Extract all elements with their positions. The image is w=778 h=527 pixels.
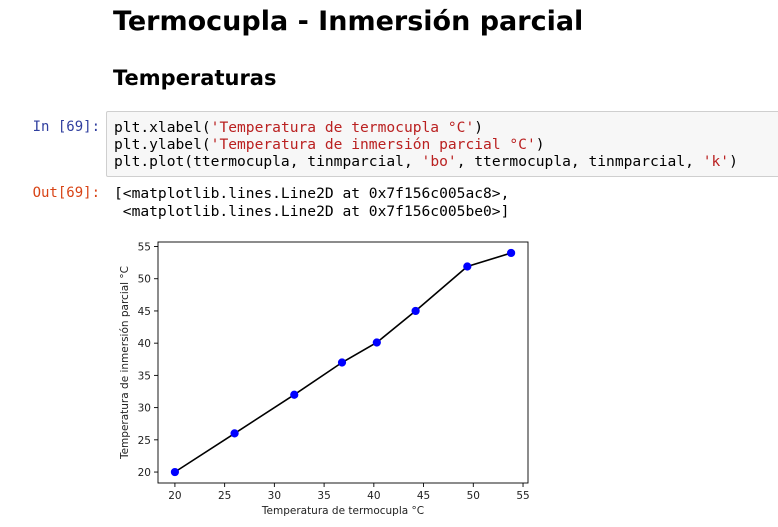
x-tick-label: 20 [168,490,181,502]
code-string: 'k' [702,153,730,170]
notebook-title: Termocupla - Inmersión parcial [113,6,584,37]
data-point [230,429,239,438]
series-line [174,252,512,473]
y-tick-label: 45 [138,306,151,318]
output-line-1: [<matplotlib.lines.Line2D at 0x7f156c005… [114,185,510,202]
data-point [463,262,472,271]
code-line-1[interactable]: plt.xlabel('Temperatura de termocupla °C… [114,119,483,136]
data-point [506,248,516,258]
code-line-2[interactable]: plt.ylabel('Temperatura de inmersión par… [114,136,545,153]
code-token: ) [535,136,545,153]
output-prompt: Out[69]: [32,185,100,201]
data-point [290,390,299,399]
code-token: , ttermocupla, tinmparcial, [456,153,703,170]
x-axis-label: Temperatura de termocupla °C [261,505,424,517]
code-string: 'Temperatura de termocupla °C' [210,119,475,136]
code-string: 'bo' [421,153,457,170]
x-tick-label: 45 [417,490,430,502]
plot-frame [157,241,529,484]
y-tick-label: 55 [138,242,151,254]
data-point [372,338,381,347]
code-cell[interactable] [106,111,778,177]
x-tick-label: 55 [516,490,529,502]
y-tick-label: 30 [138,403,151,415]
y-axis-label: Temperatura de inmersión parcial °C [119,266,131,460]
y-tick-label: 20 [138,467,151,479]
x-tick-label: 50 [467,490,480,502]
x-tick-label: 35 [317,490,330,502]
y-tick-label: 25 [138,435,151,447]
x-tick-label: 30 [268,490,281,502]
code-token: plt.xlabel( [114,119,211,136]
y-tick-label: 35 [138,370,151,382]
code-token: plt.ylabel( [114,136,211,153]
y-tick-label: 40 [138,338,151,350]
data-point [337,358,347,367]
code-token: plt.plot(ttermocupla, tinmparcial, [114,153,422,170]
output-line-2: <matplotlib.lines.Line2D at 0x7f156c005b… [114,203,510,220]
y-tick-label: 50 [138,274,151,286]
data-point [170,467,180,477]
x-tick-label: 25 [218,490,231,502]
data-point [411,306,420,316]
code-token: ) [729,153,738,170]
code-line-3[interactable]: plt.plot(ttermocupla, tinmparcial, 'bo',… [114,153,738,170]
code-string: 'Temperatura de inmersión parcial °C' [210,136,536,153]
x-tick-label: 40 [367,490,380,502]
input-prompt: In [69]: [32,119,100,135]
code-token: ) [474,119,484,136]
section-heading: Temperaturas [113,66,277,90]
